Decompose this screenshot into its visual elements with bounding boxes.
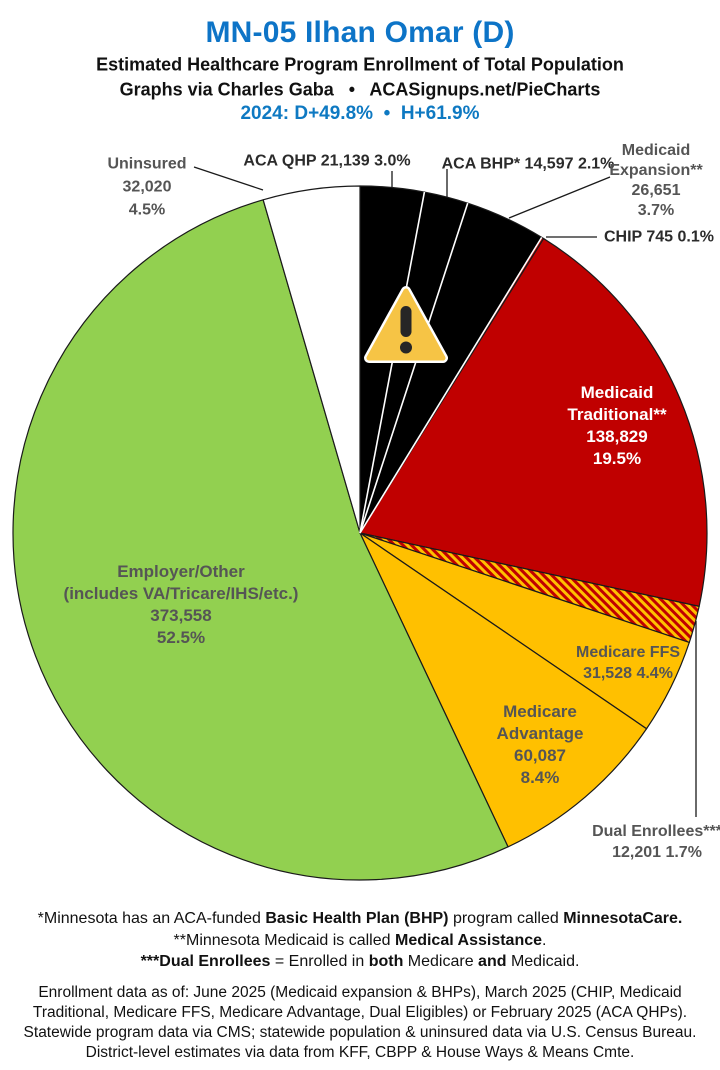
label-line: Dual Enrollees*** bbox=[592, 823, 720, 840]
label-medicare-advantage: Medicare Advantage 60,087 8.4% bbox=[497, 701, 584, 789]
label-line: 3.7% bbox=[637, 202, 675, 219]
slice-separator bbox=[359, 236, 543, 534]
label-line: (includes VA/Tricare/IHS/etc.) bbox=[63, 584, 299, 603]
label-line: Uninsured bbox=[107, 155, 187, 173]
label-line: 52.5% bbox=[156, 628, 206, 647]
warning-exclamation-dot bbox=[400, 341, 412, 354]
label-line: 19.5% bbox=[592, 449, 642, 468]
label-chip: CHIP 745 0.1% bbox=[604, 228, 714, 246]
leader-medicaid-expansion bbox=[508, 176, 611, 219]
footnote-line: *Minnesota has an ACA-funded Basic Healt… bbox=[37, 910, 683, 927]
label-line: Advantage bbox=[496, 724, 584, 743]
label-line: 138,829 bbox=[586, 427, 648, 446]
label-line: 12,201 1.7% bbox=[612, 844, 702, 861]
label-line: 373,558 bbox=[150, 606, 212, 625]
subtitle: Estimated Healthcare Program Enrollment … bbox=[96, 54, 624, 75]
label-medicaid-expansion: Medicaid Expansion** 26,651 3.7% bbox=[609, 141, 702, 221]
byline: Graphs via Charles Gaba • ACASignups.net… bbox=[119, 79, 601, 100]
leader-lines bbox=[193, 166, 697, 817]
footnote-line: **Minnesota Medicaid is called Medical A… bbox=[173, 931, 547, 949]
label-line: Medicaid bbox=[580, 383, 654, 402]
pie-slice-uninsured bbox=[262, 185, 361, 534]
label-line: Medicaid bbox=[621, 142, 691, 159]
label-uninsured: Uninsured 32,020 4.5% bbox=[107, 153, 186, 222]
source-line: Traditional, Medicare FFS, Medicare Adva… bbox=[32, 1004, 688, 1021]
pie-slice-medicaid-traditional bbox=[359, 237, 708, 607]
pie-slice-medicare-advantage bbox=[359, 532, 648, 848]
label-line: 60,087 bbox=[513, 746, 566, 765]
label-line: 26,651 bbox=[631, 182, 681, 199]
label-line: 4.5% bbox=[128, 201, 166, 219]
label-line: 8.4% bbox=[520, 768, 560, 787]
footnotes: *Minnesota has an ACA-funded Basic Healt… bbox=[0, 908, 720, 973]
label-aca-qhp: ACA QHP 21,139 3.0% bbox=[243, 152, 411, 170]
label-line: 31,528 4.4% bbox=[583, 665, 673, 682]
label-medicare-ffs: Medicare FFS 31,528 4.4% bbox=[576, 642, 680, 684]
warning-icon bbox=[364, 286, 448, 363]
label-aca-bhp: ACA BHP* 14,597 2.1% bbox=[441, 155, 615, 173]
leader-uninsured bbox=[193, 166, 264, 191]
warning-exclamation-bar bbox=[400, 306, 412, 337]
partisan-summary: 2024: D+49.8% • H+61.9% bbox=[240, 103, 480, 124]
label-line: Traditional** bbox=[567, 405, 667, 424]
label-line: Medicare bbox=[503, 702, 577, 721]
pie-slice-employer-other-includes-va-tricare-ihs-etc bbox=[12, 199, 509, 881]
source-line: Statewide program data via CMS; statewid… bbox=[23, 1024, 697, 1041]
label-line: Employer/Other bbox=[117, 562, 245, 581]
source-line: District-level estimates via data from K… bbox=[85, 1044, 635, 1061]
slice-separator bbox=[359, 202, 469, 534]
page-title: MN-05 Ilhan Omar (D) bbox=[205, 16, 515, 49]
pie-slices bbox=[12, 185, 708, 881]
label-dual-enrollees: Dual Enrollees*** 12,201 1.7% bbox=[592, 821, 720, 863]
label-line: Expansion** bbox=[609, 162, 703, 179]
label-line: Medicare FFS bbox=[575, 644, 681, 661]
label-line: 32,020 bbox=[122, 178, 172, 196]
source-line: Enrollment data as of: June 2025 (Medica… bbox=[38, 984, 682, 1001]
footnote-line: ***Dual Enrollees = Enrolled in both Med… bbox=[140, 953, 580, 970]
label-employer-other: Employer/Other (includes VA/Tricare/IHS/… bbox=[64, 561, 299, 649]
source-note: Enrollment data as of: June 2025 (Medica… bbox=[0, 983, 720, 1063]
label-medicaid-traditional: Medicaid Traditional** 138,829 19.5% bbox=[567, 382, 666, 470]
